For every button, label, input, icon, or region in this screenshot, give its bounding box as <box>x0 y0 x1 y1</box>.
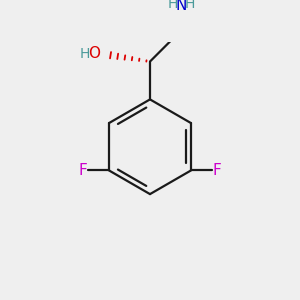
Text: H: H <box>80 47 90 61</box>
Text: H: H <box>167 0 178 11</box>
Text: F: F <box>79 163 88 178</box>
Text: N: N <box>175 0 187 13</box>
Text: F: F <box>212 163 221 178</box>
Text: H: H <box>184 0 195 11</box>
Text: O: O <box>88 46 100 61</box>
